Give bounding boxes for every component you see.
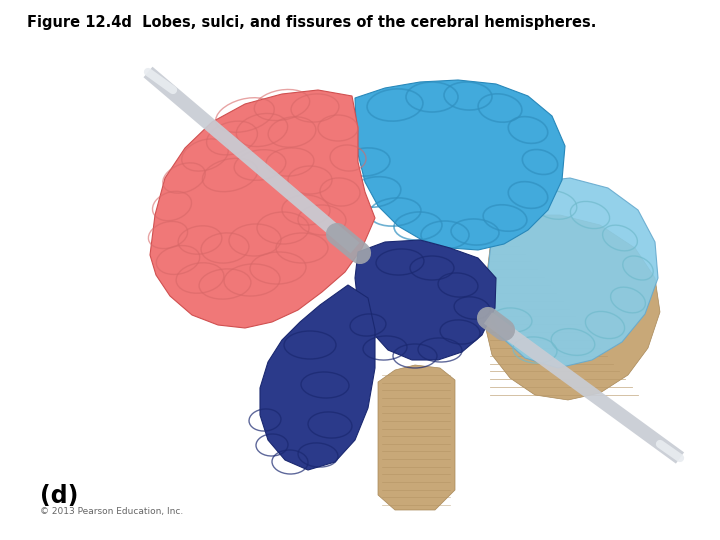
Polygon shape: [355, 80, 565, 250]
Polygon shape: [150, 90, 375, 328]
Polygon shape: [355, 240, 496, 360]
Text: (d): (d): [40, 484, 78, 508]
Polygon shape: [378, 365, 455, 510]
Polygon shape: [485, 215, 660, 400]
Text: © 2013 Pearson Education, Inc.: © 2013 Pearson Education, Inc.: [40, 508, 183, 516]
Text: Figure 12.4d  Lobes, sulci, and fissures of the cerebral hemispheres.: Figure 12.4d Lobes, sulci, and fissures …: [27, 15, 597, 30]
Polygon shape: [260, 285, 375, 470]
Polygon shape: [488, 178, 658, 368]
